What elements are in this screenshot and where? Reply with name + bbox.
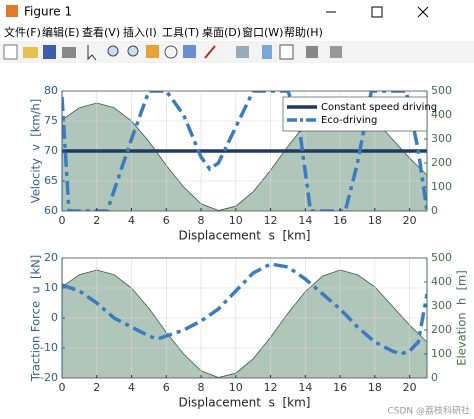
legend-box [282,96,428,132]
x-tick-label: 4 [128,381,135,394]
chart: 0 2 4 6 8 10 12 14 16 18 20 Displacement s [km] -20 -… [29,251,469,410]
colorbar-icon[interactable] [262,45,272,59]
x-tick-label: 18 [368,214,382,227]
menu-item[interactable]: 工具(T) [162,26,199,39]
menu-item[interactable]: 查看(V) [82,25,120,39]
open-icon[interactable] [23,47,38,58]
y2-tick-label: 400 [431,108,452,121]
legend-label: Eco-driving [321,115,377,126]
x-tick-label: 18 [368,381,382,394]
menu-item[interactable]: 帮助(H) [284,25,323,39]
x-tick-label: 20 [403,381,417,394]
window-title: Figure 1 [24,5,72,19]
menu-item[interactable]: 编辑(E) [42,25,80,39]
y2-tick-label: 200 [431,156,452,169]
y2-tick-label: 300 [431,299,452,312]
brush-icon[interactable] [204,45,216,59]
y2-tick-label: 300 [431,132,452,145]
y2-tick-label: 100 [431,347,452,360]
y-tick-label: 10 [44,281,58,294]
app-icon [6,5,18,17]
print-icon[interactable] [62,47,76,58]
menu-item[interactable]: 文件(F) [4,25,41,39]
y-tick-label: 60 [44,204,58,217]
y2-tick-label: 400 [431,275,452,288]
y2-tick-label: 500 [431,251,452,264]
x-tick-label: 2 [93,381,100,394]
x-tick-label: 4 [128,214,135,227]
x-tick-label: 16 [333,214,347,227]
datatip-icon[interactable] [183,45,196,58]
elevation-area [62,269,427,378]
y-tick-label: -10 [40,341,58,354]
y2-tick-label: 100 [431,180,452,193]
x-tick-label: 12 [264,381,278,394]
zoom-in-icon[interactable] [107,45,119,57]
series-group [62,262,427,356]
toolbar-icons [3,44,342,61]
y2-tick-label: 0 [431,371,438,384]
new-icon[interactable] [3,44,18,60]
x-tick-label: 8 [198,214,205,227]
y-tick-label: 80 [44,84,58,97]
close-button[interactable] [417,6,429,18]
y-tick-label: 70 [44,144,58,157]
y-tick-label: 75 [44,114,58,127]
x-tick-label: 6 [163,381,170,394]
y2-tick-label: 500 [431,84,452,97]
series-line [62,91,427,211]
title-bar [0,0,474,24]
x-tick-label: 2 [93,214,100,227]
x-tick-label: 6 [163,214,170,227]
menu-group: 文件(F) 编辑(E) 查看(V) 插入(I) 工具(T) 桌面(D) 窗口(W) 帮助(H) [4,25,323,39]
pointer-icon[interactable] [87,45,97,61]
data-layer [62,269,427,378]
x-axis-label: Displacement s [km] [178,396,310,410]
series-line [62,262,427,356]
y-tick-label: 0 [51,311,58,324]
legend-label: Constant speed driving [321,102,437,113]
x-tick-label: 16 [333,381,347,394]
x-tick-label: 8 [198,381,205,394]
y-axis-label: Traction Force u [kN] [29,255,43,382]
y-tick-label: -20 [40,371,58,384]
x-tick-label: 12 [264,214,278,227]
menu-item[interactable]: 插入(I) [123,25,157,39]
y-tick-label: 20 [44,251,58,264]
maximize-button[interactable] [371,6,383,18]
save-icon[interactable] [43,45,56,59]
watermark: CSDN @荔枝科研社 [387,405,470,417]
series-group [62,91,427,211]
x-tick-label: 14 [298,381,312,394]
y2-tick-label: 200 [431,323,452,336]
dock-icon[interactable] [330,46,342,58]
link-icon[interactable] [236,46,249,58]
menu-item[interactable]: 窗口(W) [242,25,283,39]
x-axis-label: Displacement s [km] [178,229,310,243]
chart: 0 2 4 6 8 10 12 14 16 18 20 Displacement s [km] 60 65… [29,84,453,243]
menu-bar [0,24,474,41]
hide-tools-icon[interactable] [306,46,318,58]
menu-item[interactable]: 桌面(D) [202,26,241,39]
y-tick-label: 65 [44,174,58,187]
x-tick-label: 0 [59,214,66,227]
y-axis-label: Velocity v [km/h] [29,99,43,204]
x-tick-label: 10 [229,214,243,227]
x-tick-label: 10 [229,381,243,394]
zoom-out-icon[interactable] [127,45,139,57]
x-tick-label: 0 [59,381,66,394]
x-tick-label: 14 [298,214,312,227]
y2-axis-label: Elevation h [m] [455,270,469,366]
x-tick-label: 20 [403,214,417,227]
legend-icon[interactable] [279,44,294,60]
rotate-icon[interactable] [164,45,178,59]
pan-icon[interactable] [146,45,159,58]
y2-tick-label: 0 [431,204,438,217]
